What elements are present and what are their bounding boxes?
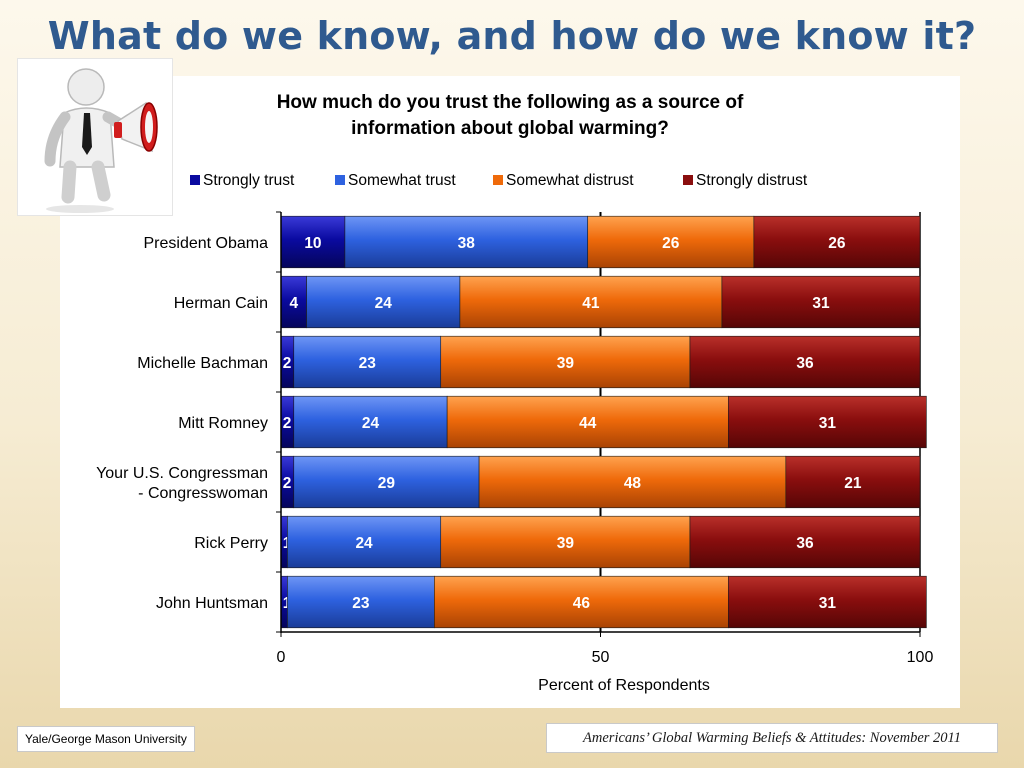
x-tick-label: 100 (907, 649, 934, 666)
bar-segment (587, 215, 755, 269)
bar-segment (287, 515, 442, 569)
data-label: 41 (582, 295, 600, 312)
category-label: Michelle Bachman (137, 355, 268, 372)
data-label: 23 (359, 355, 377, 372)
bar-segment (727, 395, 927, 449)
bar-segment (287, 575, 435, 629)
legend-label: Somewhat trust (348, 172, 456, 189)
chart-legend: Strongly trust Somewhat trust Somewhat dis… (190, 172, 808, 189)
legend-label: Strongly distrust (696, 172, 808, 189)
data-label: 24 (375, 295, 393, 312)
data-label: 31 (819, 595, 837, 612)
plot-area: 10 38 26 26 President Obama 4 24 41 31 Herman Cai… (96, 212, 927, 632)
x-tick-label: 50 (592, 649, 610, 666)
data-label: 24 (355, 535, 373, 552)
data-label: 10 (304, 235, 321, 252)
bar-segment (306, 275, 461, 329)
data-label: 29 (378, 475, 396, 492)
category-label: Rick Perry (194, 535, 268, 552)
data-label: 26 (662, 235, 680, 252)
category-label: Herman Cain (174, 295, 268, 312)
data-label: 31 (819, 415, 837, 432)
bar-segment (721, 275, 921, 329)
data-label: 39 (557, 535, 575, 552)
chart-title-line: information about global warming? (351, 118, 669, 139)
data-label: 46 (573, 595, 591, 612)
bar-segment (434, 575, 729, 629)
bar-segment (785, 455, 921, 509)
x-tick-label: 0 (277, 649, 286, 666)
data-label: 36 (796, 355, 814, 372)
bar-segment (689, 335, 921, 389)
legend-label: Somewhat distrust (506, 172, 634, 189)
bar-segment (440, 335, 691, 389)
chart-axes: 0 50 100 Percent of Respondents (276, 211, 934, 694)
bar-segment (753, 215, 921, 269)
category-label: Mitt Romney (178, 415, 268, 432)
data-label: 23 (352, 595, 370, 612)
chart-title: How much do you trust the following as a… (277, 92, 744, 139)
data-label: 2 (283, 475, 292, 492)
slide-title: What do we know, and how do we know it? (47, 14, 977, 58)
legend-swatch (335, 175, 345, 185)
data-label: 31 (812, 295, 830, 312)
data-label: 38 (458, 235, 476, 252)
bar-segment (459, 275, 723, 329)
data-label: 26 (828, 235, 846, 252)
bar-segment (293, 335, 442, 389)
data-label: 24 (362, 415, 380, 432)
data-label: 2 (283, 415, 292, 432)
data-label: 36 (796, 535, 814, 552)
legend-label: Strongly trust (203, 172, 295, 189)
bar-segment (293, 455, 480, 509)
data-label: 21 (844, 475, 862, 492)
legend-swatch (493, 175, 503, 185)
data-label: 2 (283, 355, 292, 372)
bar-segment (478, 455, 787, 509)
chart-title-line: How much do you trust the following as a… (277, 92, 744, 113)
footer-report-title: Americans’ Global Warming Beliefs & Atti… (546, 723, 998, 753)
data-label: 48 (624, 475, 642, 492)
clipart-frame (17, 58, 173, 216)
category-label: President Obama (143, 235, 268, 252)
bar-segment (293, 395, 448, 449)
category-label: John Huntsman (156, 595, 268, 612)
person-with-megaphone-icon (44, 68, 158, 213)
x-axis-title: Percent of Respondents (538, 677, 710, 694)
data-label: 4 (289, 295, 298, 312)
legend-swatch (683, 175, 693, 185)
bar-segment (280, 275, 307, 329)
footer-university: Yale/George Mason University (17, 726, 195, 752)
category-label: Your U.S. Congressman (96, 465, 268, 482)
category-label: - Congresswoman (138, 485, 268, 502)
bar-segment (440, 515, 691, 569)
data-label: 44 (579, 415, 597, 432)
data-label: 39 (557, 355, 575, 372)
bar-segment (446, 395, 729, 449)
bar-segment (689, 515, 921, 569)
legend-swatch (190, 175, 200, 185)
bar-segment (727, 575, 927, 629)
